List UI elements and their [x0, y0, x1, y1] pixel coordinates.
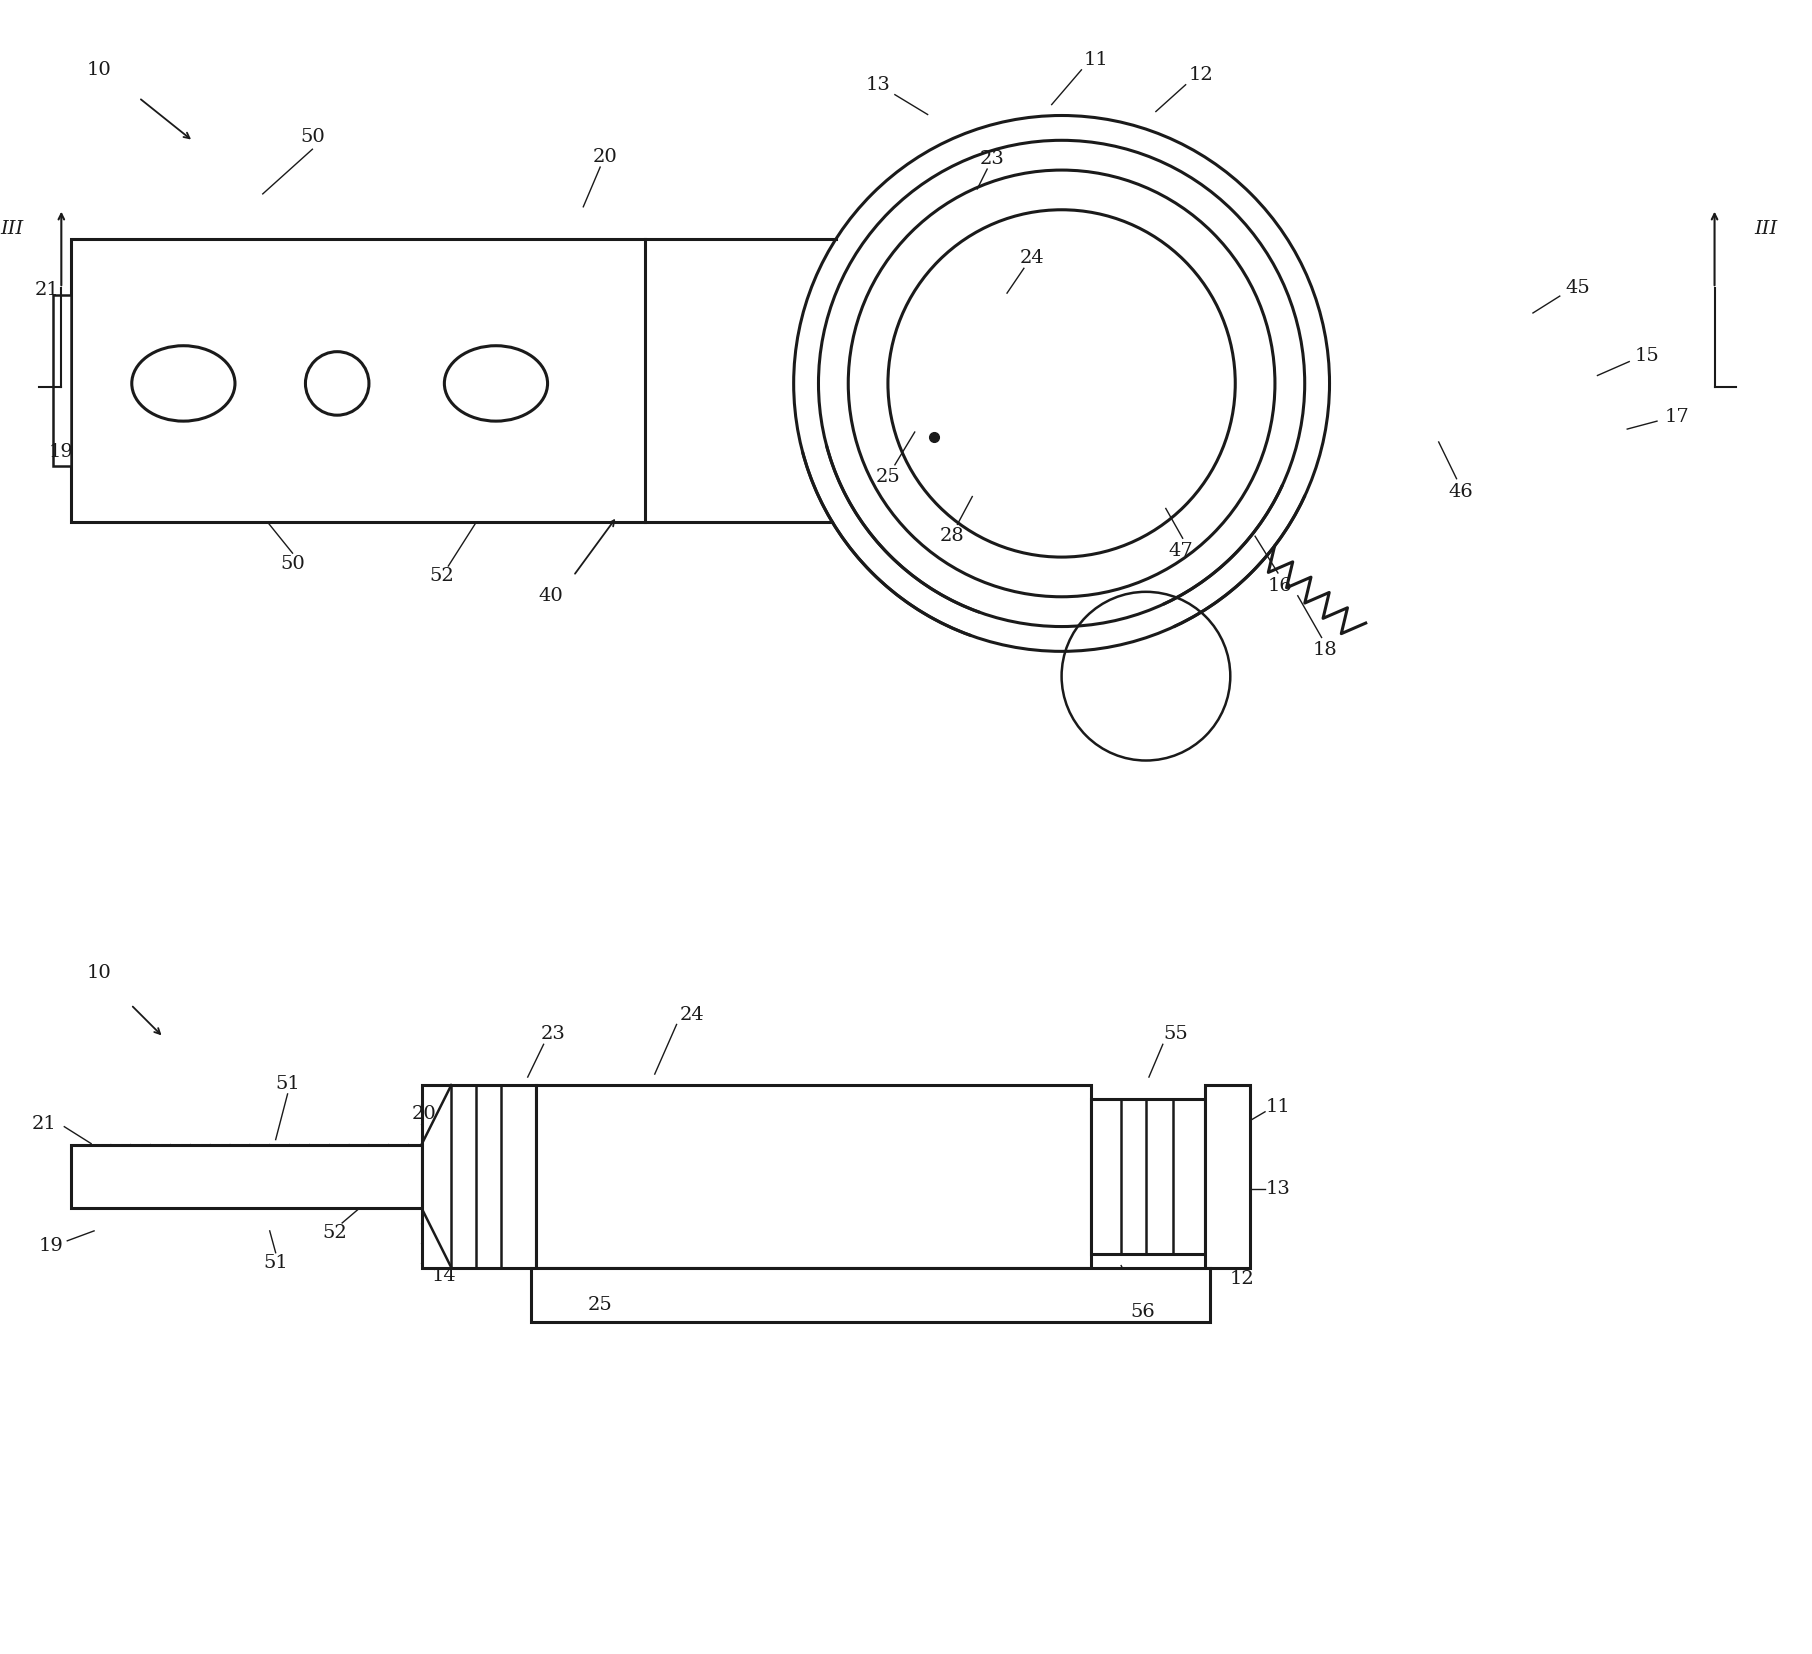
Text: 21: 21: [34, 281, 60, 299]
Text: 51: 51: [275, 1075, 301, 1093]
Bar: [536, 1085, 1091, 1267]
Text: 19: 19: [49, 443, 74, 461]
Text: 50: 50: [281, 556, 304, 572]
Text: 56: 56: [1131, 1303, 1156, 1322]
Text: 11: 11: [1084, 51, 1109, 69]
Text: 47: 47: [1169, 543, 1192, 561]
Text: 13: 13: [866, 76, 890, 94]
Text: 16: 16: [1268, 577, 1292, 595]
Text: 15: 15: [1634, 347, 1660, 364]
Text: 10: 10: [87, 61, 111, 79]
Bar: [1205, 1085, 1250, 1267]
Text: 25: 25: [875, 468, 901, 486]
Text: 14: 14: [431, 1267, 457, 1285]
Bar: [71, 238, 645, 523]
Text: 24: 24: [680, 1006, 705, 1024]
Text: 52: 52: [323, 1224, 348, 1242]
Text: 40: 40: [538, 587, 564, 605]
Text: 19: 19: [40, 1237, 63, 1255]
Bar: [53, 296, 71, 465]
Text: 12: 12: [1230, 1270, 1254, 1287]
Bar: [71, 1145, 422, 1207]
Text: 12: 12: [1189, 66, 1212, 84]
Text: 51: 51: [263, 1254, 288, 1272]
Text: 50: 50: [301, 129, 324, 146]
Bar: [422, 1085, 536, 1267]
Text: 11: 11: [1265, 1098, 1290, 1116]
Text: 20: 20: [411, 1105, 437, 1123]
Text: 25: 25: [587, 1297, 612, 1315]
Text: 18: 18: [1312, 642, 1337, 660]
Text: 28: 28: [940, 528, 964, 546]
Bar: [531, 1267, 1210, 1322]
Text: 23: 23: [980, 151, 1004, 169]
Text: 10: 10: [87, 964, 111, 982]
Text: 20: 20: [593, 149, 618, 165]
Bar: [1091, 1098, 1205, 1254]
Text: 24: 24: [1020, 250, 1044, 268]
Text: 13: 13: [1265, 1181, 1290, 1197]
Text: III: III: [1754, 220, 1778, 238]
Text: 17: 17: [1665, 409, 1689, 427]
Text: III: III: [0, 220, 24, 238]
Text: 46: 46: [1448, 483, 1473, 501]
Text: 52: 52: [429, 567, 453, 586]
Text: 23: 23: [542, 1025, 565, 1044]
Text: 55: 55: [1163, 1025, 1189, 1044]
Text: 21: 21: [33, 1115, 56, 1133]
Text: 45: 45: [1566, 280, 1589, 298]
